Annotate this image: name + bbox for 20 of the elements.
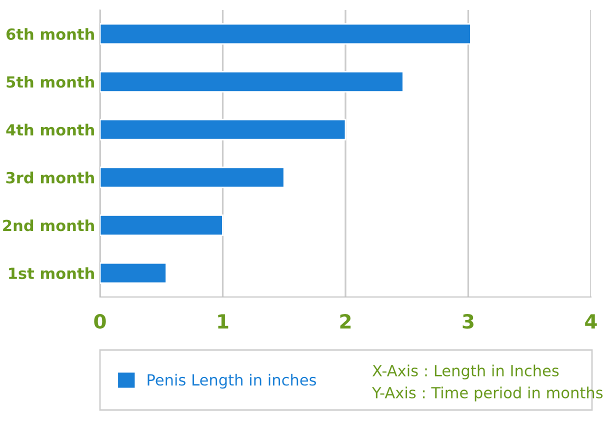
- legend-label: Penis Length in inches: [148, 374, 316, 389]
- x-tick-label: 0: [94, 314, 106, 329]
- bar: [100, 214, 224, 236]
- y-tick-label: 3rd month: [6, 172, 94, 184]
- bar: [100, 23, 472, 45]
- y-tick-label: 1st month: [9, 267, 94, 280]
- y-tick-label: 5th month: [6, 76, 94, 88]
- y-tick-label: 6th month: [6, 28, 94, 40]
- text: Y-Axis : Time period in months: [372, 386, 603, 402]
- x-tick-label: 4: [585, 314, 597, 328]
- y-tick-label: 2nd month: [3, 219, 94, 232]
- x-tick-label: 1: [218, 314, 228, 328]
- x-tick-label: 3: [462, 314, 474, 329]
- y-tick-label: 4th month: [6, 124, 94, 136]
- x-tick-label: 2: [340, 314, 351, 328]
- bar: [100, 166, 285, 188]
- bar: [100, 262, 167, 284]
- bar: [100, 71, 404, 92]
- bar: [100, 118, 346, 140]
- text: X-Axis : Length in Inches: [372, 364, 559, 380]
